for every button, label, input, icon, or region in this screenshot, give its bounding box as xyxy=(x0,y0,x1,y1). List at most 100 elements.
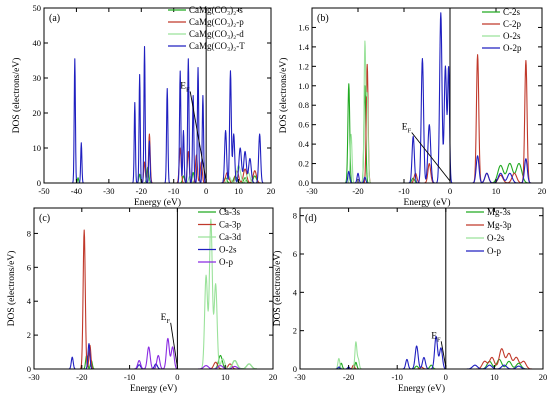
legend: Mg-3s Mg-3p O-2s O-p xyxy=(466,207,512,256)
fermi-label: EF xyxy=(402,123,412,135)
x-tick-label: 20 xyxy=(267,186,276,196)
legend-label-2: Ca-3d xyxy=(219,232,241,242)
series-group xyxy=(312,12,542,183)
x-tick-label: -30 xyxy=(28,372,39,382)
x-tick-label: 20 xyxy=(539,372,548,382)
y-tick-label: 6 xyxy=(293,249,297,259)
panel-d: EF -30 -20 -10 0 10 20 0 2 4 6 8 Energy (eV) DOS (ele… xyxy=(272,207,547,394)
legend-label-1: Ca-3p xyxy=(219,220,241,230)
fermi-label-main: E xyxy=(402,123,408,133)
y-tick-label: 0.8 xyxy=(298,100,309,110)
y-axis-title: DOS (electrons/eV) xyxy=(6,251,17,327)
series-line-3 xyxy=(44,45,271,183)
panel-b: EF -30 -20 -10 0 10 20 0.0 0.2 0.4 0.6 0.8 1.0 1.2 1.4… xyxy=(278,7,546,208)
x-tick-label: -20 xyxy=(343,372,354,382)
series-line-3 xyxy=(312,12,542,183)
x-tick-label: 0 xyxy=(444,372,448,382)
fermi-label: EF xyxy=(431,331,441,343)
x-tick-label: -30 xyxy=(306,186,317,196)
y-tick-label: 8 xyxy=(293,211,297,221)
x-tick-label: -20 xyxy=(352,186,363,196)
x-tick-label: -10 xyxy=(392,372,403,382)
x-tick-label: 0 xyxy=(175,372,179,382)
x-tick-label: -10 xyxy=(124,372,135,382)
x-tick-label: 0 xyxy=(448,186,452,196)
panel-label: (d) xyxy=(305,213,317,224)
series-line-0 xyxy=(44,166,271,183)
legend-label-3: CaMg(CO₃)₂-T xyxy=(189,41,245,51)
y-tick-label: 4 xyxy=(27,296,32,306)
fermi-pointer-line xyxy=(170,322,178,368)
x-axis-title: Energy (eV) xyxy=(134,197,181,208)
fermi-label-main: E xyxy=(431,331,437,341)
fermi-label-main: E xyxy=(161,313,167,323)
y-tick-label: 0.6 xyxy=(298,120,309,130)
y-tick-label: 1.2 xyxy=(298,61,309,71)
y-tick-label: 0 xyxy=(37,178,41,188)
legend: CaMg(CO₃)₂-s CaMg(CO₃)₂-p CaMg(CO₃)₂-d CaMg… xyxy=(168,5,245,51)
series-line-1 xyxy=(34,229,273,369)
plot-frame xyxy=(43,7,272,184)
y-tick-label: 50 xyxy=(33,3,42,13)
panel-c: EF -30 -20 -10 0 10 20 0 2 4 6 8 Energy (eV) DOS (ele… xyxy=(6,207,277,394)
x-tick-label: 10 xyxy=(221,372,230,382)
x-tick-label: 10 xyxy=(492,186,501,196)
legend-label-0: Ca-3s xyxy=(219,207,240,217)
y-tick-label: 20 xyxy=(33,108,42,118)
y-tick-label: 0.2 xyxy=(298,159,309,169)
panel-label: (a) xyxy=(49,13,60,24)
fermi-pointer-line xyxy=(440,341,447,368)
legend-label-1: C-2p xyxy=(503,19,522,29)
plot-frame xyxy=(299,207,544,370)
legend: Ca-3s Ca-3p Ca-3d O-2s O-p xyxy=(198,207,241,267)
x-tick-label: -10 xyxy=(398,186,409,196)
fermi-pointer-line xyxy=(189,91,207,182)
panel-label: (c) xyxy=(39,213,50,224)
x-tick-label: -10 xyxy=(168,186,179,196)
y-tick-label: 0.0 xyxy=(298,178,309,188)
y-tick-label: 1.6 xyxy=(298,22,309,32)
panel-label: (b) xyxy=(317,13,329,24)
legend: C-2s C-2p O-2s O-2p xyxy=(482,7,522,53)
panel-a: EF -50 -40 -30 -20 -10 0 10 20 0 10 20 30 40 50 Energy … xyxy=(11,3,275,208)
x-tick-label: -50 xyxy=(38,186,49,196)
plot-frame xyxy=(311,7,543,184)
series-group xyxy=(300,335,543,369)
fermi-label: EF xyxy=(161,313,171,325)
y-tick-label: 10 xyxy=(33,143,42,153)
x-tick-label: 10 xyxy=(490,372,499,382)
legend-label-2: CaMg(CO₃)₂-d xyxy=(189,29,244,39)
legend-label-2: O-2s xyxy=(503,31,521,41)
series-line-1 xyxy=(44,133,271,183)
y-tick-label: 2 xyxy=(293,326,297,336)
fermi-pointer-line xyxy=(411,132,451,182)
y-axis-title: DOS (electrons/eV) xyxy=(11,58,22,134)
x-tick-label: 20 xyxy=(538,186,547,196)
series-line-3 xyxy=(34,343,273,369)
x-axis-title: Energy (eV) xyxy=(398,383,445,394)
y-tick-label: 6 xyxy=(27,262,31,272)
legend-label-0: Mg-3s xyxy=(487,207,511,217)
x-tick-label: -30 xyxy=(294,372,305,382)
y-tick-label: 0.4 xyxy=(298,139,309,149)
x-tick-label: 10 xyxy=(234,186,243,196)
legend-label-0: C-2s xyxy=(503,7,521,17)
y-tick-label: 0 xyxy=(27,364,31,374)
legend-label-1: Mg-3p xyxy=(487,220,512,230)
x-tick-label: -20 xyxy=(136,186,147,196)
y-axis-title: DOS (electrons/eV) xyxy=(278,58,289,134)
fermi-label-subscript: F xyxy=(437,336,441,343)
legend-label-3: O-2p xyxy=(503,43,522,53)
legend-label-4: O-p xyxy=(219,257,233,267)
y-tick-label: 0 xyxy=(293,364,297,374)
x-tick-label: -30 xyxy=(103,186,114,196)
x-axis-title: Energy (eV) xyxy=(403,197,450,208)
legend-label-2: O-2s xyxy=(487,233,505,243)
plot-frame xyxy=(33,207,274,370)
y-tick-label: 8 xyxy=(27,228,31,238)
series-group xyxy=(44,45,271,183)
x-tick-label: -20 xyxy=(76,372,87,382)
y-tick-label: 1.4 xyxy=(298,42,309,52)
legend-label-1: CaMg(CO₃)₂-p xyxy=(189,17,244,27)
